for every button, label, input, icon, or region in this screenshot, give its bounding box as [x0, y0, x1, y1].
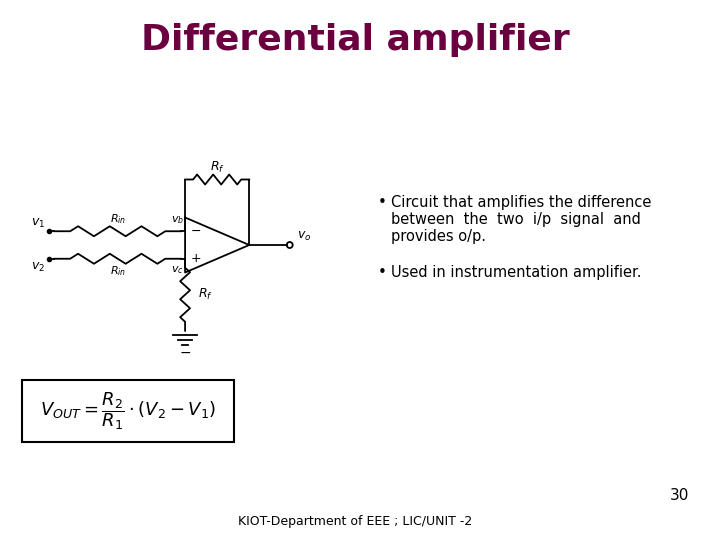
FancyBboxPatch shape	[22, 380, 234, 442]
Text: Used in instrumentation amplifier.: Used in instrumentation amplifier.	[391, 265, 642, 280]
Text: $v_b$: $v_b$	[171, 214, 184, 226]
Text: $V_{OUT} = \dfrac{R_2}{R_1} \cdot (V_2 - V_1)$: $V_{OUT} = \dfrac{R_2}{R_1} \cdot (V_2 -…	[40, 390, 216, 432]
Text: $v_c$: $v_c$	[171, 264, 184, 275]
Text: $v_2$: $v_2$	[32, 261, 45, 274]
Text: KIOT-Department of EEE ; LIC/UNIT -2: KIOT-Department of EEE ; LIC/UNIT -2	[238, 516, 472, 529]
Text: •: •	[378, 265, 387, 280]
Text: $R_f$: $R_f$	[198, 287, 213, 302]
Text: $v_1$: $v_1$	[32, 217, 45, 230]
Text: −: −	[179, 346, 191, 360]
Text: provides o/p.: provides o/p.	[391, 229, 486, 244]
Text: $R_{in}$: $R_{in}$	[109, 212, 126, 226]
Text: 30: 30	[670, 488, 689, 503]
Text: Circuit that amplifies the difference: Circuit that amplifies the difference	[391, 195, 652, 210]
Text: $R_f$: $R_f$	[210, 160, 225, 175]
Text: Differential amplifier: Differential amplifier	[141, 23, 570, 57]
Text: −: −	[191, 225, 202, 238]
Text: $R_{in}$: $R_{in}$	[109, 264, 126, 278]
Text: $v_o$: $v_o$	[297, 230, 311, 242]
Text: +: +	[191, 252, 202, 265]
Text: •: •	[378, 195, 387, 210]
Text: between  the  two  i/p  signal  and: between the two i/p signal and	[391, 212, 641, 227]
